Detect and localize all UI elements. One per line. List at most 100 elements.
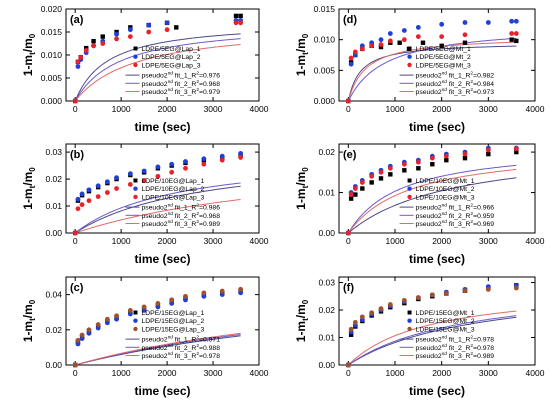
data-point-3	[513, 285, 519, 291]
panel-label: (b)	[70, 149, 84, 161]
data-point-2	[104, 179, 110, 185]
y-tick-label: 0.00	[318, 360, 335, 370]
y-tick-label: 0.01	[318, 333, 335, 343]
x-axis-title: time (sec)	[134, 384, 190, 398]
data-point-3	[345, 98, 351, 104]
data-point-3	[401, 297, 407, 303]
legend-marker	[407, 194, 412, 200]
legend: LDPE/15EG@Lap_1LDPE/15EG@Lap_2LDPE/15EG@…	[125, 310, 220, 360]
y-axis-title: 1-mt/m0	[294, 299, 310, 342]
x-tick-label: 0	[346, 104, 351, 114]
legend-label: pseudo2nd fit_2_R2=0.968	[141, 79, 220, 88]
legend-label: pseudo2nd fit_3_R2=0.973	[416, 87, 495, 96]
data-point-2	[201, 156, 207, 162]
data-point-2	[79, 336, 85, 341]
legend-label: LDPE/15EG@Mt_2	[416, 318, 475, 325]
data-point-3	[72, 362, 78, 368]
data-point-3	[401, 161, 407, 167]
x-axis-title: time (sec)	[134, 120, 190, 134]
data-point-2	[146, 22, 152, 28]
data-point-1	[514, 149, 519, 155]
x-tick-label: 2000	[432, 104, 451, 114]
legend: LDPE/5EG@Mt_1LDPE/5EG@Mt_2LDPE/5EG@Mt_3p…	[399, 46, 495, 96]
panel-label: (e)	[343, 149, 357, 161]
x-tick-label: 0	[73, 104, 78, 114]
data-point-3	[443, 291, 449, 296]
fit-curve-1	[74, 33, 241, 102]
data-point-3	[169, 297, 175, 303]
data-point-3	[104, 316, 110, 322]
data-point-3	[100, 41, 106, 46]
data-point-1	[439, 43, 444, 48]
x-tick-label: 2000	[158, 104, 177, 114]
data-point-1	[486, 151, 491, 157]
y-tick-label: 0.010	[41, 50, 63, 60]
fit-curve-3	[347, 310, 517, 366]
legend: LDPE/10EG@Mt_1LDPE/10EG@Mt_2LDPE/10EG@Mt…	[399, 178, 494, 228]
legend-marker	[407, 54, 412, 59]
legend-marker	[133, 186, 138, 191]
data-point-3	[415, 34, 421, 39]
data-point-2	[401, 28, 407, 33]
y-tick-label: 0.020	[41, 4, 63, 14]
data-point-2	[155, 164, 161, 170]
x-tick-label: 2000	[158, 236, 177, 246]
legend-label: LDPE/15EG@Lap_1	[141, 310, 204, 317]
data-point-3	[155, 173, 161, 179]
fit-curve-2	[74, 38, 241, 102]
y-tick-label: 0.000	[41, 96, 63, 106]
fit-curve-1	[347, 45, 517, 102]
data-point-3	[348, 55, 354, 61]
fit-curve-1	[348, 177, 517, 234]
y-tick-label: 0.03	[45, 147, 62, 157]
data-point-2	[127, 171, 133, 177]
data-point-3	[75, 59, 81, 65]
data-point-3	[359, 180, 365, 185]
data-point-3	[378, 42, 384, 47]
y-tick-label: 0.005	[41, 73, 63, 83]
data-point-2	[462, 20, 468, 25]
data-point-3	[485, 286, 491, 292]
data-point-3	[233, 20, 239, 26]
data-point-3	[429, 155, 435, 161]
data-point-3	[352, 186, 358, 191]
data-point-1	[353, 192, 358, 197]
x-tick-label: 2000	[432, 368, 451, 378]
data-point-3	[127, 34, 133, 39]
data-point-2	[141, 308, 147, 313]
data-point-3	[141, 304, 147, 310]
fit-curve-3	[347, 168, 517, 234]
x-tick-label: 3000	[204, 104, 223, 114]
fit-curve-1	[74, 185, 241, 234]
data-point-3	[352, 319, 358, 325]
x-tick-label: 1000	[112, 236, 131, 246]
data-point-3	[415, 295, 421, 301]
data-point-3	[114, 313, 119, 319]
legend-marker	[407, 62, 412, 68]
legend-label: LDPE/10EG@Lap_2	[141, 186, 204, 193]
data-point-3	[439, 34, 445, 39]
legend-label: LDPE/5EG@Mt_3	[416, 62, 471, 69]
panel-e: 0 1000 2000 3000 4000 0.00 0.01 0.02 (e) time (se…	[294, 143, 545, 266]
x-tick-label: 1000	[112, 104, 131, 114]
data-point-2	[387, 31, 393, 36]
legend-label: pseudo2nd fit_3_R2=0.979	[141, 87, 220, 96]
y-axis-title: 1-mt/m0	[294, 167, 310, 210]
data-point-2	[219, 153, 225, 159]
legend-marker	[407, 318, 412, 323]
legend-label: pseudo2nd fit_1_R2=0.978	[416, 335, 495, 344]
y-axis-title: 1-mt/m0	[294, 33, 310, 76]
data-point-3	[238, 286, 244, 292]
data-point-1	[348, 196, 354, 201]
panel-label: (d)	[343, 14, 357, 26]
data-point-3	[95, 194, 101, 199]
data-point-1	[348, 332, 354, 337]
data-point-2	[141, 168, 147, 174]
plot-frame	[338, 143, 536, 234]
y-axis-title: 1-mt/m0	[21, 167, 37, 210]
legend-label: pseudo2nd fit_2_R2=0.984	[416, 79, 495, 88]
legend-label: pseudo2nd fit_3_R2=0.989	[416, 351, 495, 360]
data-point-3	[169, 169, 175, 175]
data-point-3	[359, 46, 365, 52]
data-point-3	[183, 165, 188, 171]
